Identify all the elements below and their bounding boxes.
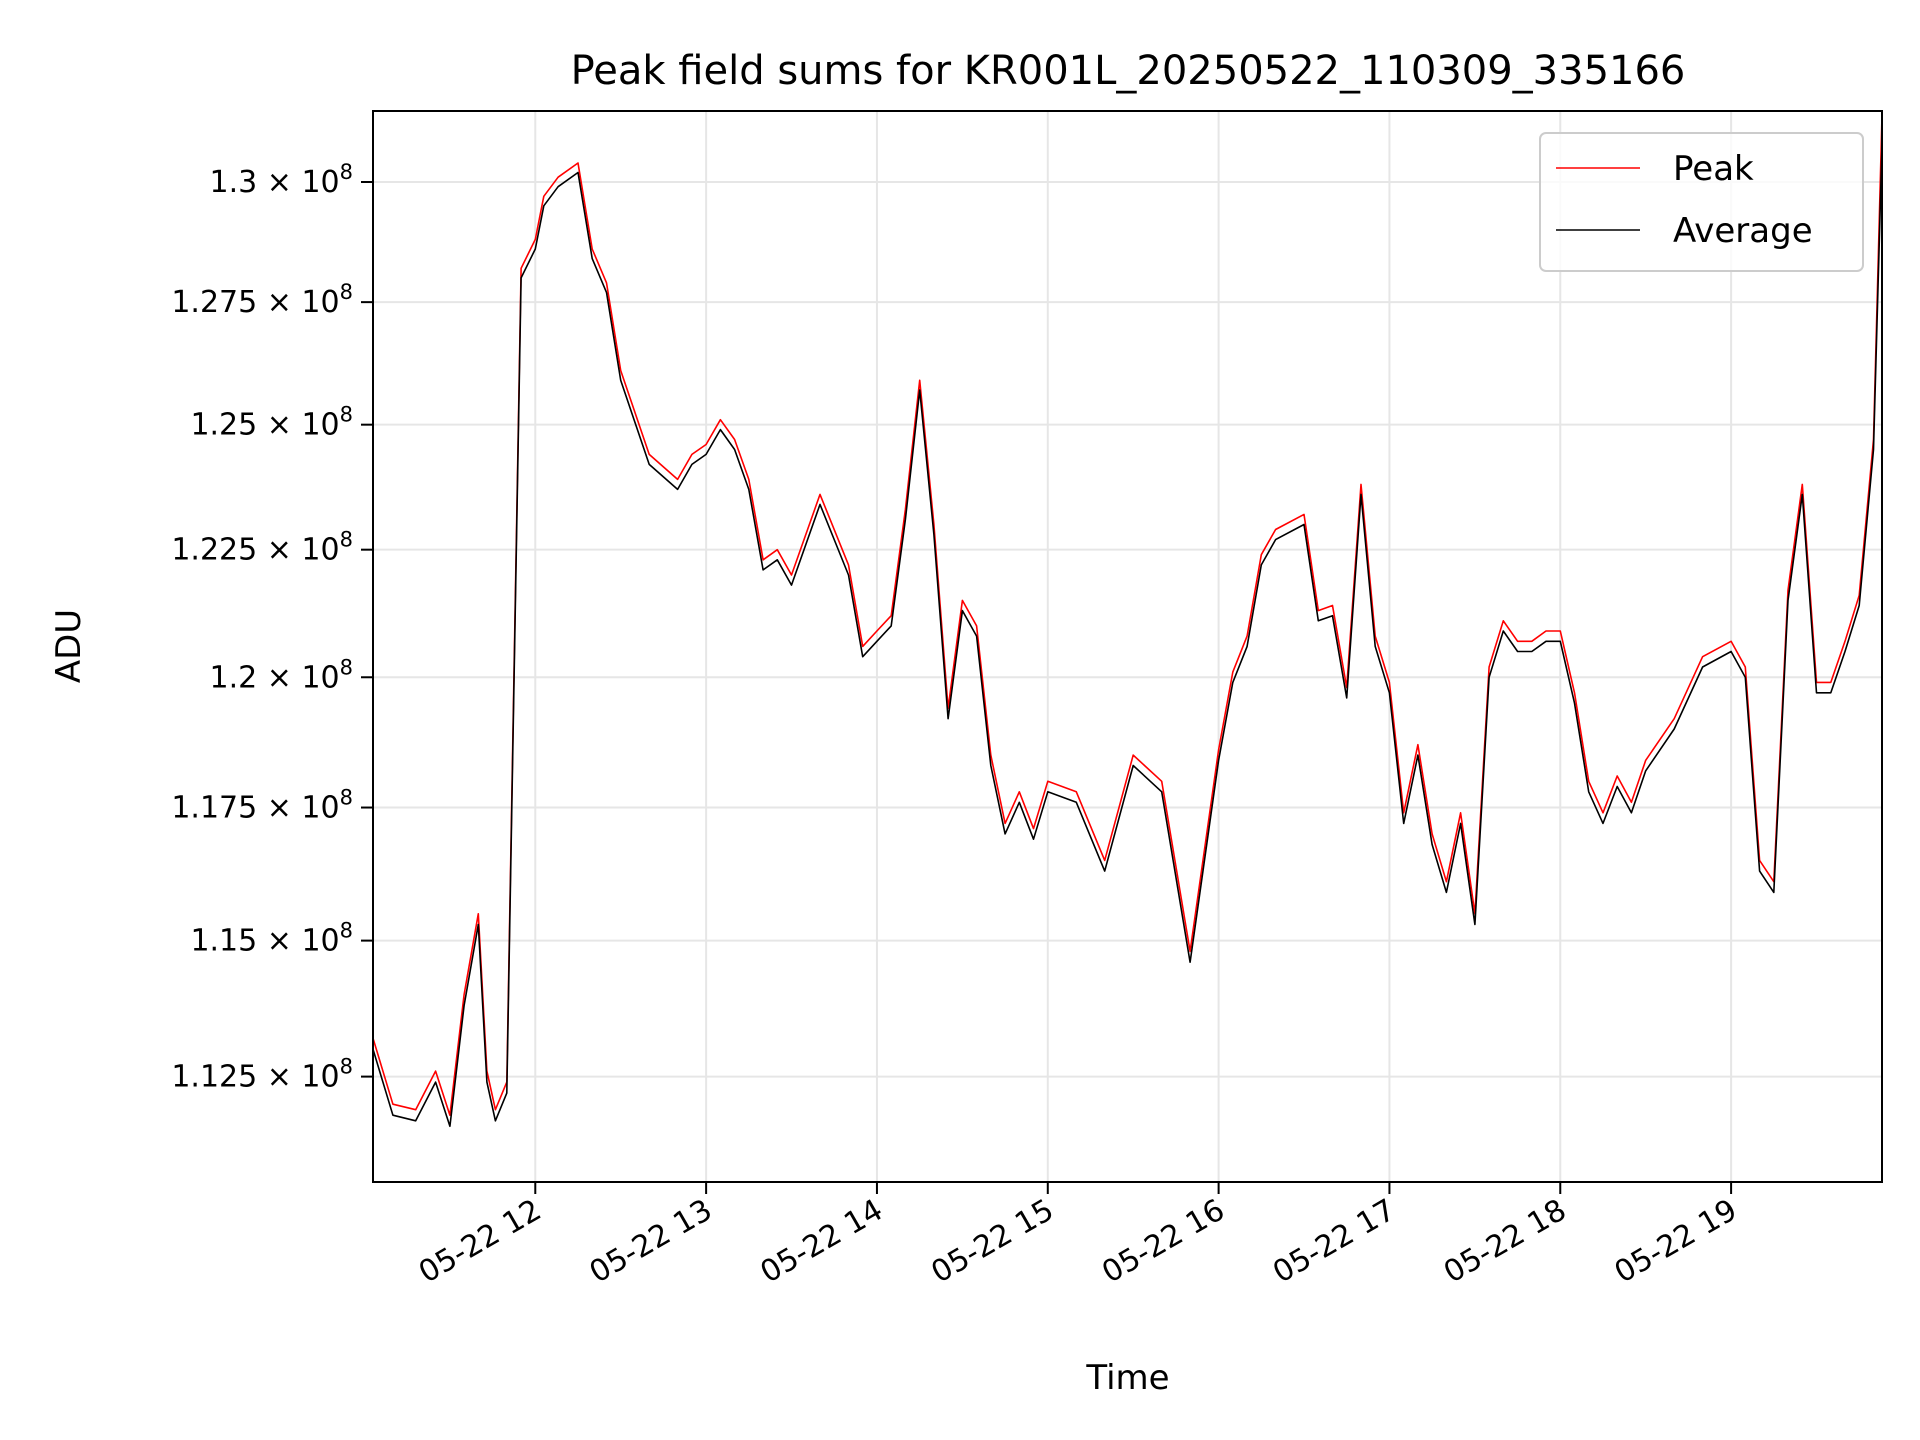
- y-tick-label: 1.225 × 108: [171, 528, 353, 568]
- y-axis-label: ADU: [49, 609, 89, 683]
- average-series-line: [372, 143, 1883, 1128]
- plot-lines: [372, 115, 1883, 1128]
- y-tick-label: 1.3 × 108: [210, 160, 353, 200]
- y-tick-label: 1.25 × 108: [190, 403, 353, 443]
- peak-series-line: [372, 115, 1883, 1116]
- legend-peak-label: Peak: [1673, 149, 1754, 189]
- chart-title: Peak field sums for KR001L_20250522_1103…: [571, 48, 1686, 94]
- plot-frame: [372, 110, 1883, 1183]
- y-tick-label: 1.275 × 108: [171, 280, 353, 320]
- y-tick-label: 1.125 × 108: [171, 1055, 353, 1095]
- y-tick-label: 1.15 × 108: [190, 919, 353, 959]
- y-axis: 1.125 × 108 1.15 × 108 1.175 × 108 1.2 × 10…: [171, 160, 373, 1095]
- grid: [373, 111, 1882, 1182]
- legend-average-label: Average: [1673, 211, 1813, 251]
- y-tick-label: 1.2 × 108: [210, 655, 353, 695]
- legend: Peak Average: [1539, 132, 1864, 272]
- y-tick-label: 1.175 × 108: [171, 786, 353, 826]
- x-axis-label: Time: [1085, 1358, 1169, 1398]
